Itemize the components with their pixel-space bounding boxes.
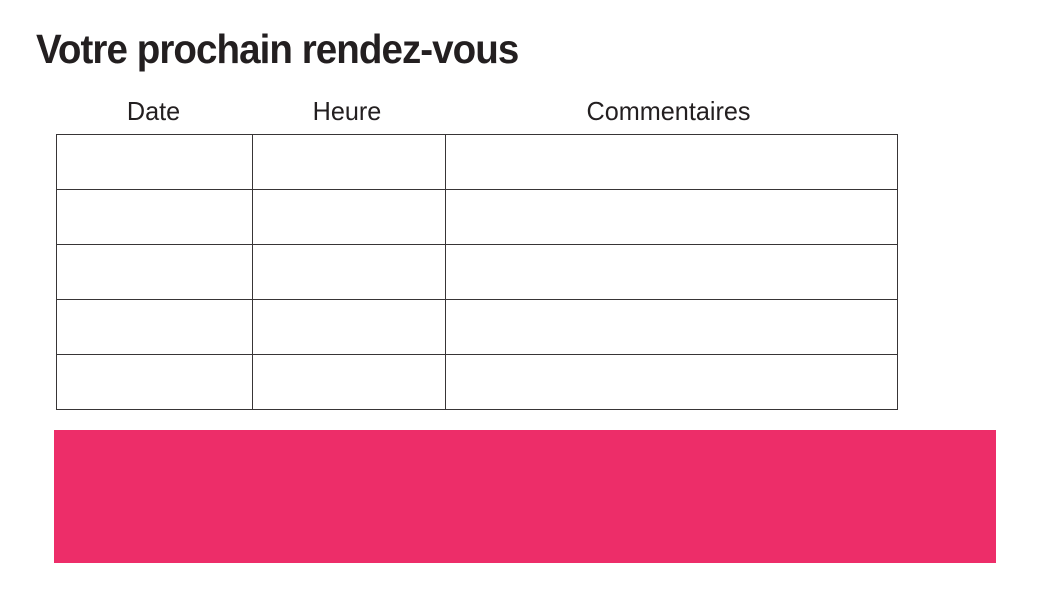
table-cell [56, 299, 253, 355]
table-cell [445, 354, 898, 410]
appointments-table [56, 134, 898, 410]
table-cell [56, 244, 253, 300]
column-header-heure: Heure [312, 95, 382, 126]
table-cell [56, 189, 253, 245]
table-cell [252, 299, 446, 355]
column-header-date: Date [126, 95, 181, 126]
table-cell [252, 354, 446, 410]
appointments-table-body [56, 134, 898, 410]
table-cell [252, 244, 446, 300]
table-cell [445, 189, 898, 245]
column-header-commentaires: Commentaires [586, 95, 751, 126]
table-cell [445, 134, 898, 190]
table-row [56, 244, 898, 300]
page-title: Votre prochain rendez-vous [36, 26, 519, 72]
accent-bar [54, 430, 996, 563]
table-row [56, 189, 898, 245]
table-header-row: Date Heure Commentaires [56, 92, 894, 130]
table-cell [252, 134, 446, 190]
table-row [56, 299, 898, 355]
table-cell [252, 189, 446, 245]
table-cell [445, 244, 898, 300]
table-cell [56, 354, 253, 410]
table-row [56, 354, 898, 410]
table-cell [56, 134, 253, 190]
table-cell [445, 299, 898, 355]
table-row [56, 134, 898, 190]
